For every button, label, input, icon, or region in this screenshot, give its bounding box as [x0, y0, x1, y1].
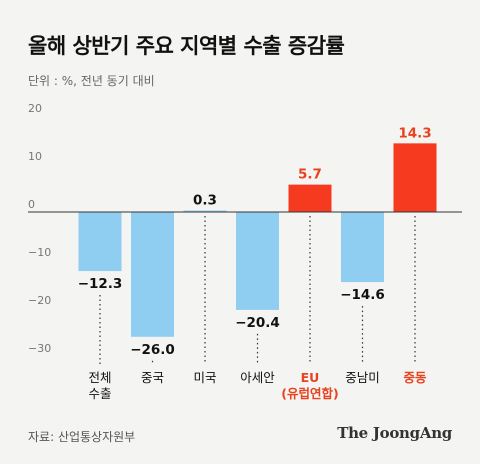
y-tick-label: 0: [28, 198, 35, 211]
category-label: EU: [301, 370, 320, 385]
chart-title: 올해 상반기 주요 지역별 수출 증감률: [28, 34, 345, 58]
category-label: 중국: [141, 370, 164, 385]
y-tick-label: −30: [28, 342, 51, 355]
y-tick-label: −10: [28, 246, 51, 259]
value-label: −14.6: [340, 287, 385, 303]
value-label: −12.3: [78, 276, 123, 292]
bar: [131, 212, 174, 337]
y-tick-label: 20: [28, 102, 42, 115]
category-label: 아세안: [240, 370, 275, 385]
category-label: 전체: [88, 370, 111, 385]
value-labels: −12.3 −26.0 0.3 −20.4 5.7 −14.6 14.3: [78, 125, 432, 357]
bar: [183, 210, 227, 213]
bar: [78, 212, 122, 272]
y-tick-label: 10: [28, 150, 42, 163]
bar: [393, 143, 437, 212]
unit-label: 단위 : %, 전년 동기 대비: [28, 74, 155, 88]
value-label: −20.4: [235, 315, 280, 331]
bar: [341, 212, 384, 283]
y-tick-label: −20: [28, 294, 51, 307]
value-label: 0.3: [193, 193, 217, 209]
value-label: −26.0: [130, 342, 175, 358]
bar: [288, 184, 332, 212]
value-label: 5.7: [298, 167, 322, 183]
category-label: 수출: [88, 386, 111, 401]
category-label: (유럽연합): [281, 386, 338, 401]
category-label: 중동: [403, 370, 427, 385]
category-label: 미국: [193, 370, 216, 385]
bar: [236, 212, 279, 310]
category-leader-lines: [99, 216, 416, 364]
y-axis-ticks: 20 10 0 −10 −20 −30: [28, 102, 51, 355]
publisher-logo: The JoongAng: [337, 424, 452, 442]
value-label: 14.3: [398, 125, 431, 141]
bars: [78, 143, 437, 337]
category-label: 중남미: [345, 370, 380, 385]
source-note: 자료: 산업통상자원부: [28, 430, 136, 444]
